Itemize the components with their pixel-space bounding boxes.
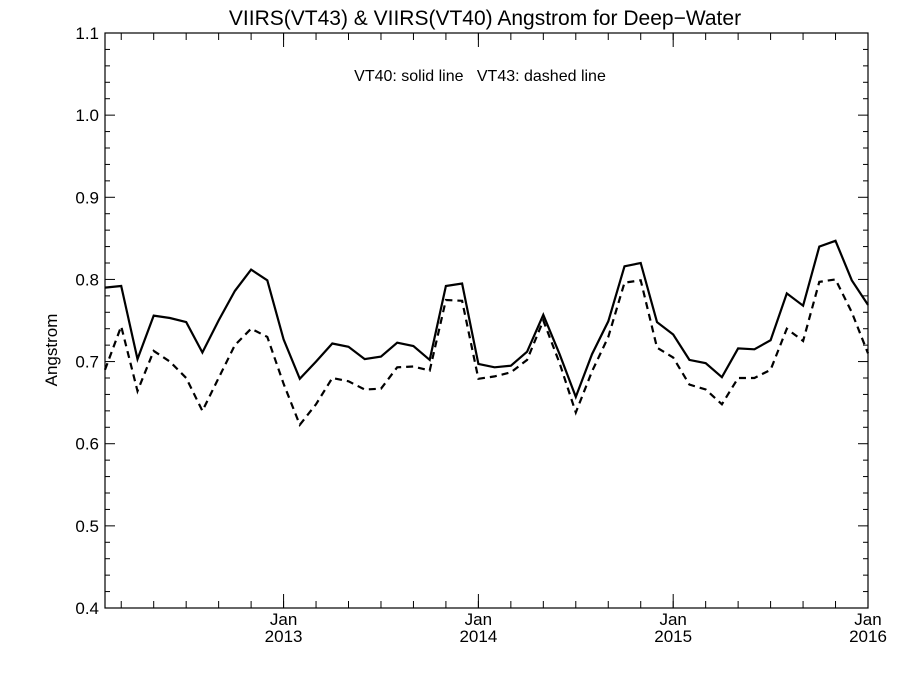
y-tick-label: 1.0 [75,106,99,125]
x-tick-year-label: 2014 [459,627,497,646]
series-lines [103,239,870,427]
x-tick-year-label: 2013 [265,627,303,646]
series-line-vt43 [103,278,870,427]
y-tick-label: 0.5 [75,517,99,536]
y-tick-label: 0.9 [75,188,99,207]
x-tick-month-label: Jan [854,610,881,629]
line-style-note: VT40: solid line VT43: dashed line [354,68,606,85]
y-tick-label: 0.6 [75,435,99,454]
x-tick-month-label: Jan [270,610,297,629]
x-tick-year-label: 2015 [654,627,692,646]
x-tick-month-label: Jan [465,610,492,629]
series-line-vt40 [104,239,869,401]
x-tick-month-label: Jan [659,610,686,629]
chart-title: VIIRS(VT43) & VIIRS(VT40) Angstrom for D… [229,7,741,30]
y-tick-label: 1.1 [75,24,99,43]
axes: 0.40.50.60.70.80.91.01.1Jan2013Jan2014Ja… [75,24,887,646]
y-tick-label: 0.7 [75,353,99,372]
y-tick-label: 0.4 [75,599,99,618]
x-tick-year-label: 2016 [849,627,887,646]
y-axis-label: Angstrom [42,314,61,387]
plot-frame [104,32,869,609]
y-tick-label: 0.8 [75,270,99,289]
